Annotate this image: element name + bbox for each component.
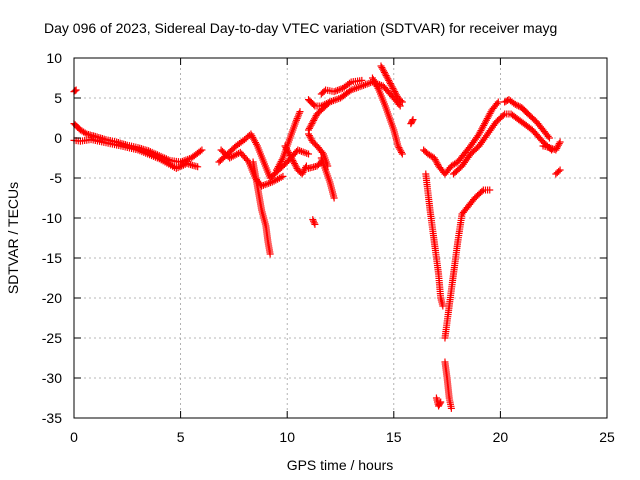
x-tick-label: 15 [386,429,402,445]
plus-marker-track [422,170,447,310]
series-hour7-9-a [215,130,313,182]
series-hour18-20-band [449,110,556,178]
plus-marker-track [377,62,406,106]
series-hour17-lowtail [441,358,455,412]
y-tick-label: -10 [42,210,62,226]
x-axis-label: GPS time / hours [287,457,394,473]
x-tick-label: 5 [177,429,185,445]
x-tick-labels: 0 5 10 15 20 25 [70,429,615,445]
series-hour17-steep [422,170,447,310]
plus-marker-track [539,138,564,154]
plus-marker-track [552,166,564,178]
series-hour17-main-dip [420,98,502,178]
series-hour16-isolated [407,116,417,128]
plus-marker-track [407,116,417,128]
plus-marker-track [309,216,319,228]
chart-title: Day 096 of 2023, Sidereal Day-to-day VTE… [44,20,557,36]
plus-marker-track [420,98,502,178]
series-hour17-bottom [432,394,445,410]
plus-marker-track [249,158,274,258]
y-tick-label: -35 [42,410,62,426]
series-hour17-18-recovery [441,186,494,342]
plus-marker-track [317,76,366,98]
series-early-offset [70,136,202,172]
series-hour12-low [305,158,325,172]
plus-marker-track [305,98,334,134]
y-tick-label: 0 [54,130,62,146]
x-tick-label: 0 [70,429,78,445]
series-hour22-isolated [552,166,564,178]
series-hour8-descent [249,158,274,258]
y-tick-label: -20 [42,290,62,306]
plus-marker-track [281,142,310,178]
plus-marker-track [441,358,455,412]
plus-marker-track [501,96,553,142]
plus-marker-track [368,74,406,158]
y-axis-label: SDTVAR / TECUs [5,182,21,294]
axis-ticks [73,57,608,419]
y-tick-label: 10 [46,50,62,66]
x-tick-label: 20 [493,429,509,445]
y-tick-label: -30 [42,370,62,386]
series-hour12-rise [305,98,334,134]
series-hour10-dip [281,142,310,178]
series-hour14-15-drop [368,74,406,158]
data-points [70,62,564,412]
plus-marker-track [70,136,202,172]
series-hour14-15-peak [377,62,406,106]
x-tick-label: 10 [279,429,295,445]
plus-marker-track [449,110,556,178]
plus-marker-track [441,186,494,342]
plus-marker-track [432,394,445,410]
x-tick-label: 25 [599,429,615,445]
plus-marker-track [305,158,325,172]
y-tick-labels: -35 -30 -25 -20 -15 -10 -5 0 5 10 [42,50,62,426]
plus-marker-track [215,130,313,182]
plus-marker-track [305,130,332,170]
y-tick-label: -5 [50,170,63,186]
plus-marker-track [70,86,80,96]
y-tick-label: 5 [54,90,62,106]
series-hour22-tail [539,138,564,154]
y-tick-label: -25 [42,330,62,346]
series-hour11-drop [305,130,332,170]
series-isolated-start [70,86,80,96]
series-hour11-isolated [309,216,319,228]
series-hour20-peak [501,96,553,142]
plot-frame [73,57,608,419]
series-hour11-13-upper [317,76,366,98]
y-tick-label: -15 [42,250,62,266]
